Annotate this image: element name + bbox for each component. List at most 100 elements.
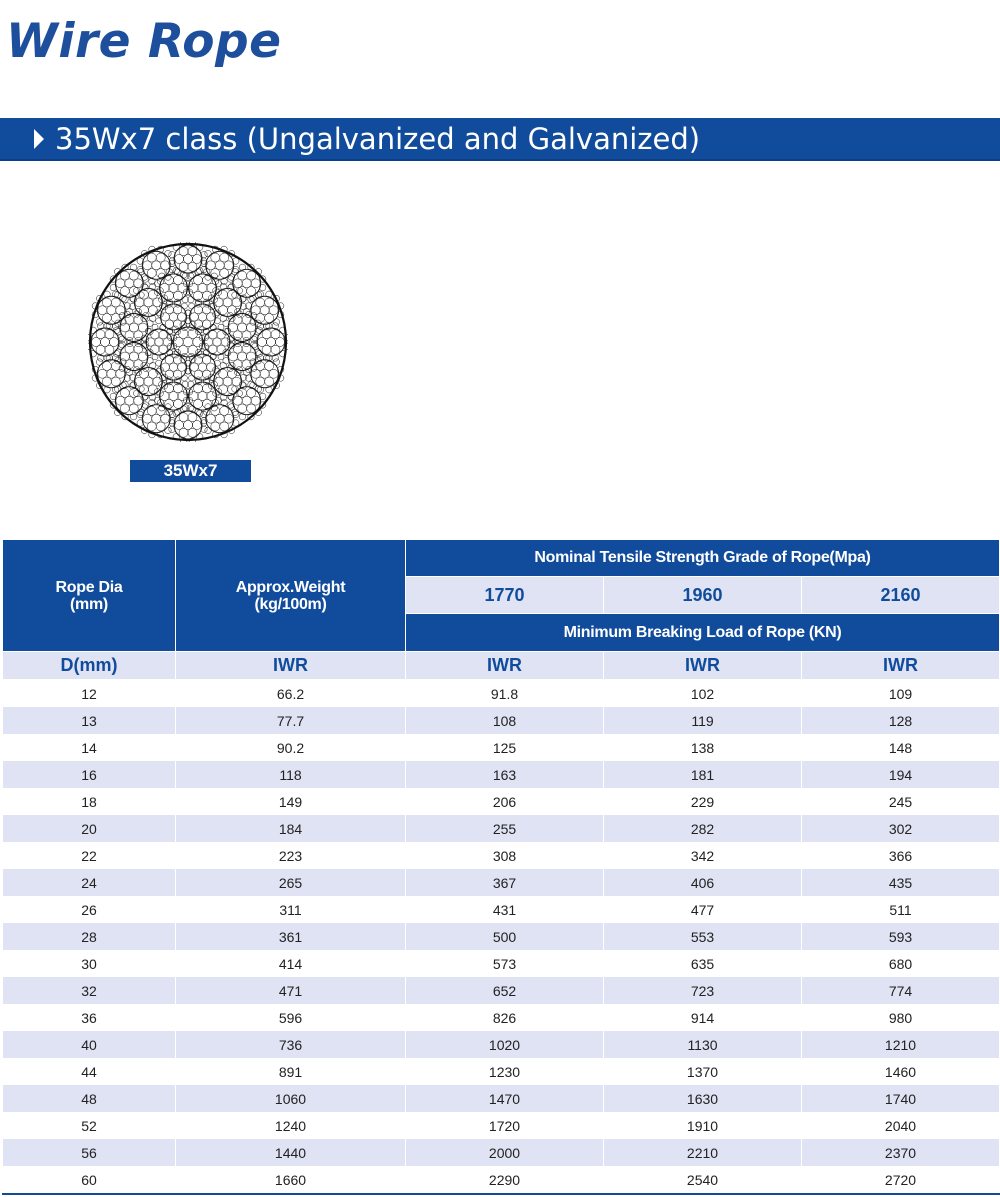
cell-diameter: 22 bbox=[2, 842, 176, 869]
cell-load-1960: 635 bbox=[603, 950, 802, 977]
table-row: 12 66.2 91.8 102 109 bbox=[2, 679, 1000, 707]
cell-diameter: 16 bbox=[2, 761, 176, 788]
table-row: 56 1440 2000 2210 2370 bbox=[2, 1139, 1000, 1166]
cell-load-1960: 1630 bbox=[603, 1085, 802, 1112]
table-row: 14 90.2 125 138 148 bbox=[2, 734, 1000, 761]
cell-load-2160: 774 bbox=[801, 977, 1000, 1004]
cell-load-1960: 282 bbox=[603, 815, 802, 842]
header-tensile-strength: Nominal Tensile Strength Grade of Rope(M… bbox=[405, 539, 1000, 577]
cell-diameter: 14 bbox=[2, 734, 176, 761]
triangle-right-icon bbox=[34, 129, 44, 149]
cell-load-1770: 826 bbox=[405, 1004, 604, 1031]
cell-load-1960: 119 bbox=[603, 707, 802, 734]
rope-cross-section-image bbox=[88, 242, 288, 442]
cell-diameter: 24 bbox=[2, 869, 176, 896]
cell-weight: 891 bbox=[175, 1058, 406, 1085]
cell-weight: 90.2 bbox=[175, 734, 406, 761]
cell-load-2160: 302 bbox=[801, 815, 1000, 842]
cell-diameter: 13 bbox=[2, 707, 176, 734]
cell-load-1960: 406 bbox=[603, 869, 802, 896]
header-approx-weight-label: Approx.Weight (kg/100m) bbox=[235, 578, 346, 613]
cell-load-1960: 2210 bbox=[603, 1139, 802, 1166]
cell-load-2160: 109 bbox=[801, 679, 1000, 707]
table-row: 40 736 1020 1130 1210 bbox=[2, 1031, 1000, 1058]
cell-load-1770: 108 bbox=[405, 707, 604, 734]
table-row: 48 1060 1470 1630 1740 bbox=[2, 1085, 1000, 1112]
cell-load-2160: 2370 bbox=[801, 1139, 1000, 1166]
cell-weight: 1660 bbox=[175, 1166, 406, 1195]
unit-diameter: D(mm) bbox=[2, 651, 176, 680]
spec-table-body: 12 66.2 91.8 102 109 13 77.7 108 119 128 14 90.2 12 5… bbox=[2, 679, 1000, 1195]
cell-diameter: 30 bbox=[2, 950, 176, 977]
cell-load-1770: 1720 bbox=[405, 1112, 604, 1139]
cell-weight: 118 bbox=[175, 761, 406, 788]
cell-weight: 265 bbox=[175, 869, 406, 896]
cell-load-1960: 229 bbox=[603, 788, 802, 815]
cell-diameter: 18 bbox=[2, 788, 176, 815]
cell-load-1770: 1020 bbox=[405, 1031, 604, 1058]
table-row: 60 1660 2290 2540 2720 bbox=[2, 1166, 1000, 1195]
cell-diameter: 36 bbox=[2, 1004, 176, 1031]
cell-load-2160: 194 bbox=[801, 761, 1000, 788]
cell-load-1770: 308 bbox=[405, 842, 604, 869]
header-grade-1960: 1960 bbox=[603, 576, 802, 614]
cell-diameter: 20 bbox=[2, 815, 176, 842]
cell-load-2160: 1460 bbox=[801, 1058, 1000, 1085]
cell-weight: 596 bbox=[175, 1004, 406, 1031]
cell-load-2160: 1210 bbox=[801, 1031, 1000, 1058]
unit-weight-iwr: IWR bbox=[175, 651, 406, 680]
cell-load-2160: 511 bbox=[801, 896, 1000, 923]
cell-weight: 736 bbox=[175, 1031, 406, 1058]
table-row: 18 149 206 229 245 bbox=[2, 788, 1000, 815]
cell-load-1960: 723 bbox=[603, 977, 802, 1004]
cell-load-1770: 573 bbox=[405, 950, 604, 977]
cell-load-1770: 1230 bbox=[405, 1058, 604, 1085]
cell-load-1960: 138 bbox=[603, 734, 802, 761]
unit-1770-iwr: IWR bbox=[405, 651, 604, 680]
cell-load-1960: 1910 bbox=[603, 1112, 802, 1139]
cell-diameter: 28 bbox=[2, 923, 176, 950]
cell-diameter: 40 bbox=[2, 1031, 176, 1058]
cell-load-1770: 652 bbox=[405, 977, 604, 1004]
table-row: 20 184 255 282 302 bbox=[2, 815, 1000, 842]
cell-diameter: 12 bbox=[2, 679, 176, 707]
header-breaking-load: Minimum Breaking Load of Rope (KN) bbox=[405, 613, 1000, 652]
cell-load-2160: 2720 bbox=[801, 1166, 1000, 1195]
page-title: Wire Rope bbox=[6, 14, 282, 69]
cell-load-1770: 367 bbox=[405, 869, 604, 896]
table-row: 26 311 431 477 511 bbox=[2, 896, 1000, 923]
cell-load-1960: 181 bbox=[603, 761, 802, 788]
table-row: 30 414 573 635 680 bbox=[2, 950, 1000, 977]
cell-diameter: 60 bbox=[2, 1166, 176, 1195]
header-grade-2160: 2160 bbox=[801, 576, 1000, 614]
cell-weight: 77.7 bbox=[175, 707, 406, 734]
cell-load-2160: 128 bbox=[801, 707, 1000, 734]
table-row: 22 223 308 342 366 bbox=[2, 842, 1000, 869]
table-row: 28 361 500 553 593 bbox=[2, 923, 1000, 950]
cell-load-1770: 206 bbox=[405, 788, 604, 815]
header-grade-1770: 1770 bbox=[405, 576, 604, 614]
table-row: 24 265 367 406 435 bbox=[2, 869, 1000, 896]
cell-weight: 311 bbox=[175, 896, 406, 923]
cell-load-2160: 2040 bbox=[801, 1112, 1000, 1139]
header-rope-dia-label: Rope Dia (mm) bbox=[55, 578, 123, 613]
cell-weight: 1240 bbox=[175, 1112, 406, 1139]
header-approx-weight: Approx.Weight (kg/100m) bbox=[175, 539, 406, 652]
unit-1960-iwr: IWR bbox=[603, 651, 802, 680]
cell-load-1960: 914 bbox=[603, 1004, 802, 1031]
cell-load-1770: 255 bbox=[405, 815, 604, 842]
cell-load-1960: 477 bbox=[603, 896, 802, 923]
cell-diameter: 26 bbox=[2, 896, 176, 923]
cell-load-2160: 680 bbox=[801, 950, 1000, 977]
cell-load-1770: 91.8 bbox=[405, 679, 604, 707]
cell-load-1770: 431 bbox=[405, 896, 604, 923]
table-row: 36 596 826 914 980 bbox=[2, 1004, 1000, 1031]
unit-2160-iwr: IWR bbox=[801, 651, 1000, 680]
cell-load-1960: 342 bbox=[603, 842, 802, 869]
cell-weight: 361 bbox=[175, 923, 406, 950]
cell-weight: 1440 bbox=[175, 1139, 406, 1166]
cell-diameter: 48 bbox=[2, 1085, 176, 1112]
cell-weight: 184 bbox=[175, 815, 406, 842]
table-row: 16 118 163 181 194 bbox=[2, 761, 1000, 788]
table-row: 52 1240 1720 1910 2040 bbox=[2, 1112, 1000, 1139]
